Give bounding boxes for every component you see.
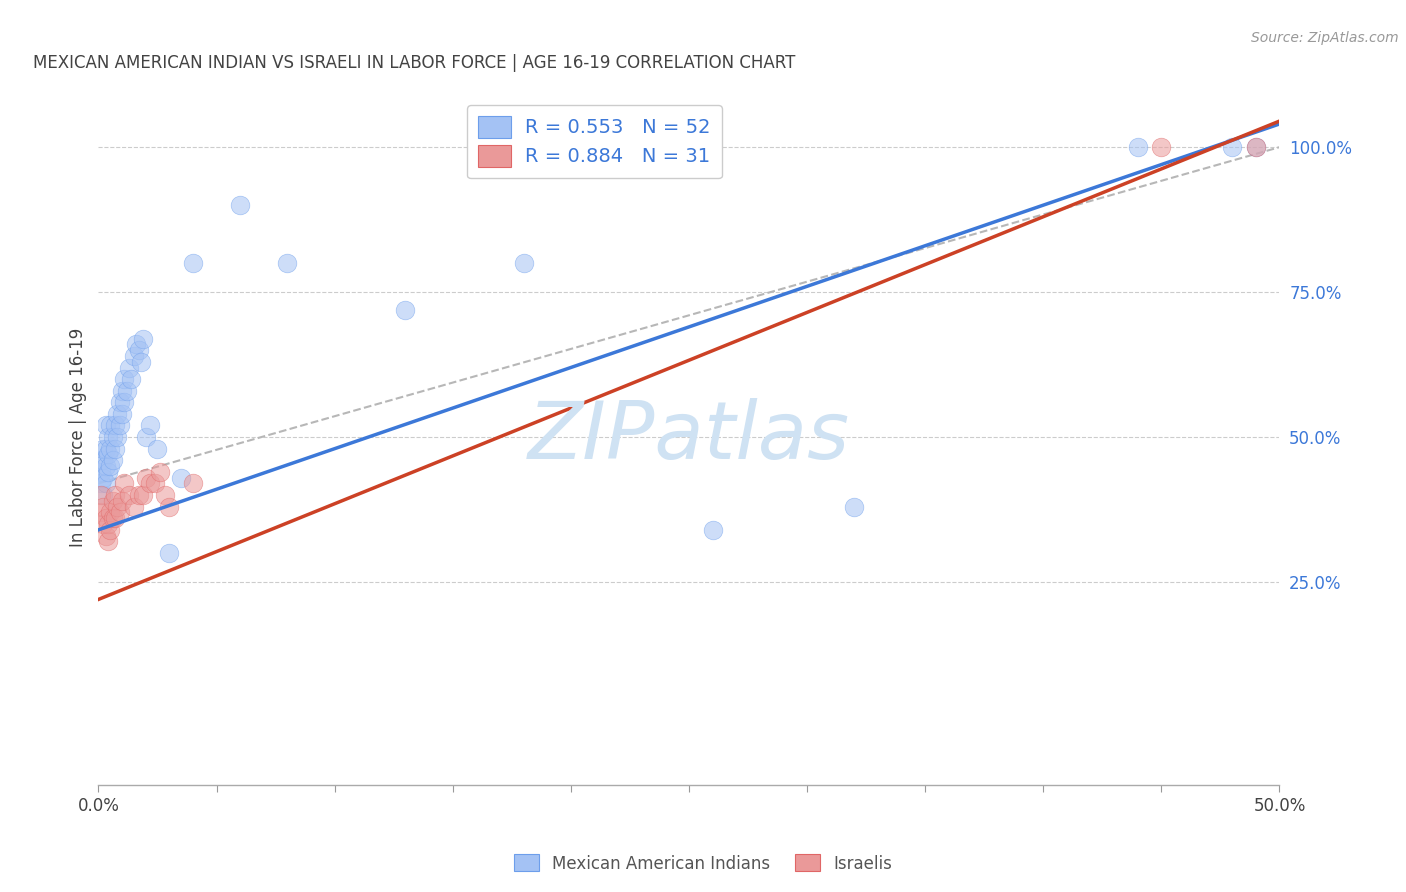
Point xyxy=(181,476,204,491)
Point xyxy=(276,256,298,270)
Text: Source: ZipAtlas.com: Source: ZipAtlas.com xyxy=(1251,31,1399,45)
Point xyxy=(112,395,135,409)
Point xyxy=(97,465,120,479)
Point xyxy=(1244,140,1267,154)
Legend: Mexican American Indians, Israelis: Mexican American Indians, Israelis xyxy=(508,847,898,880)
Point xyxy=(132,331,155,345)
Point xyxy=(122,349,145,363)
Point xyxy=(97,534,120,549)
Text: ZIPatlas: ZIPatlas xyxy=(527,398,851,476)
Point xyxy=(108,505,131,519)
Point xyxy=(98,505,121,519)
Point xyxy=(129,354,152,368)
Point xyxy=(135,471,157,485)
Point xyxy=(97,517,120,532)
Point xyxy=(97,430,120,444)
Point xyxy=(97,448,120,462)
Point xyxy=(139,476,162,491)
Point xyxy=(98,523,121,537)
Point xyxy=(105,407,128,421)
Point xyxy=(394,302,416,317)
Point xyxy=(94,511,117,525)
Point xyxy=(121,372,143,386)
Point xyxy=(90,465,112,479)
Point xyxy=(105,430,128,444)
Point xyxy=(101,430,124,444)
Point xyxy=(94,458,117,473)
Point xyxy=(94,528,117,542)
Point xyxy=(149,465,172,479)
Point xyxy=(112,372,135,386)
Point xyxy=(94,442,117,456)
Point xyxy=(98,442,121,456)
Y-axis label: In Labor Force | Age 16-19: In Labor Force | Age 16-19 xyxy=(69,327,87,547)
Point xyxy=(111,493,134,508)
Point xyxy=(143,476,166,491)
Legend: R = 0.553   N = 52, R = 0.884   N = 31: R = 0.553 N = 52, R = 0.884 N = 31 xyxy=(467,105,721,178)
Point xyxy=(91,453,114,467)
Point xyxy=(146,442,169,456)
Point xyxy=(91,471,114,485)
Point xyxy=(104,511,127,525)
Point xyxy=(118,488,141,502)
Point xyxy=(1220,140,1243,154)
Point xyxy=(98,458,121,473)
Point xyxy=(512,256,534,270)
Point xyxy=(91,500,114,514)
Point xyxy=(90,505,112,519)
Point xyxy=(94,418,117,433)
Point xyxy=(105,500,128,514)
Point xyxy=(90,453,112,467)
Point xyxy=(108,418,131,433)
Point xyxy=(157,500,180,514)
Point xyxy=(170,471,193,485)
Point xyxy=(157,546,180,560)
Point xyxy=(118,360,141,375)
Point xyxy=(132,488,155,502)
Point xyxy=(1150,140,1173,154)
Point xyxy=(702,523,724,537)
Text: MEXICAN AMERICAN INDIAN VS ISRAELI IN LABOR FORCE | AGE 16-19 CORRELATION CHART: MEXICAN AMERICAN INDIAN VS ISRAELI IN LA… xyxy=(34,54,796,72)
Point xyxy=(94,476,117,491)
Point xyxy=(111,407,134,421)
Point xyxy=(229,198,252,212)
Point xyxy=(104,418,127,433)
Point xyxy=(101,493,124,508)
Point xyxy=(181,256,204,270)
Point xyxy=(90,488,112,502)
Point xyxy=(91,488,114,502)
Point xyxy=(91,442,114,456)
Point xyxy=(101,453,124,467)
Point xyxy=(111,384,134,398)
Point xyxy=(1244,140,1267,154)
Point xyxy=(1126,140,1149,154)
Point xyxy=(101,511,124,525)
Point xyxy=(128,343,150,357)
Point xyxy=(91,517,114,532)
Point xyxy=(844,500,866,514)
Point xyxy=(128,488,150,502)
Point xyxy=(125,337,148,351)
Point xyxy=(122,500,145,514)
Point xyxy=(98,418,121,433)
Point xyxy=(108,395,131,409)
Point xyxy=(90,476,112,491)
Point xyxy=(139,418,162,433)
Point xyxy=(115,384,138,398)
Point xyxy=(104,488,127,502)
Point xyxy=(153,488,176,502)
Point xyxy=(112,476,135,491)
Point xyxy=(104,442,127,456)
Point xyxy=(135,430,157,444)
